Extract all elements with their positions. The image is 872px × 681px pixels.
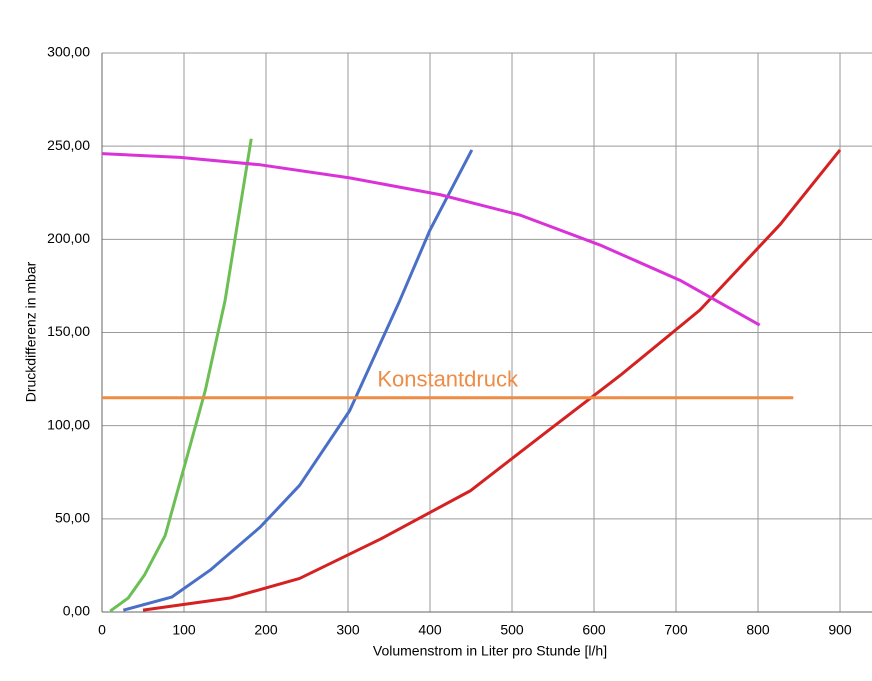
x-tick-label: 500: [500, 622, 524, 638]
y-tick-label: 300,00: [47, 44, 90, 60]
x-tick-label: 400: [418, 622, 442, 638]
y-tick-label: 150,00: [47, 323, 90, 339]
y-axis-label: Druckdifferenz in mbar: [23, 261, 39, 402]
y-tick-label: 100,00: [47, 416, 90, 432]
x-tick-label: 200: [254, 622, 278, 638]
x-tick-label: 600: [582, 622, 606, 638]
series-annotation: Konstantdruck: [377, 367, 519, 392]
x-tick-label: 0: [98, 622, 106, 638]
series-line: [122, 149, 474, 612]
x-tick-label: 300: [336, 622, 360, 638]
series-line: [109, 138, 253, 613]
x-axis-label: Volumenstrom in Liter pro Stunde [l/h]: [373, 643, 607, 659]
x-tick-label: 100: [172, 622, 196, 638]
y-tick-label: 200,00: [47, 230, 90, 246]
series-line: [142, 148, 842, 612]
x-tick-label: 800: [746, 622, 770, 638]
x-tick-label: 700: [664, 622, 688, 638]
series-line: [101, 152, 761, 327]
y-tick-label: 0,00: [63, 603, 90, 619]
y-tick-label: 250,00: [47, 137, 90, 153]
x-tick-label: 900: [828, 622, 852, 638]
y-tick-label: 50,00: [55, 510, 90, 526]
